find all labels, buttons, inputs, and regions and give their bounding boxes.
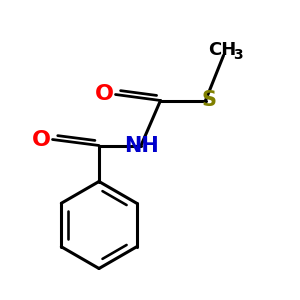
Text: NH: NH (124, 136, 158, 155)
Text: O: O (32, 130, 51, 149)
Text: 3: 3 (233, 48, 243, 62)
Text: O: O (95, 85, 114, 104)
Text: CH: CH (208, 41, 236, 59)
Text: S: S (202, 91, 217, 110)
